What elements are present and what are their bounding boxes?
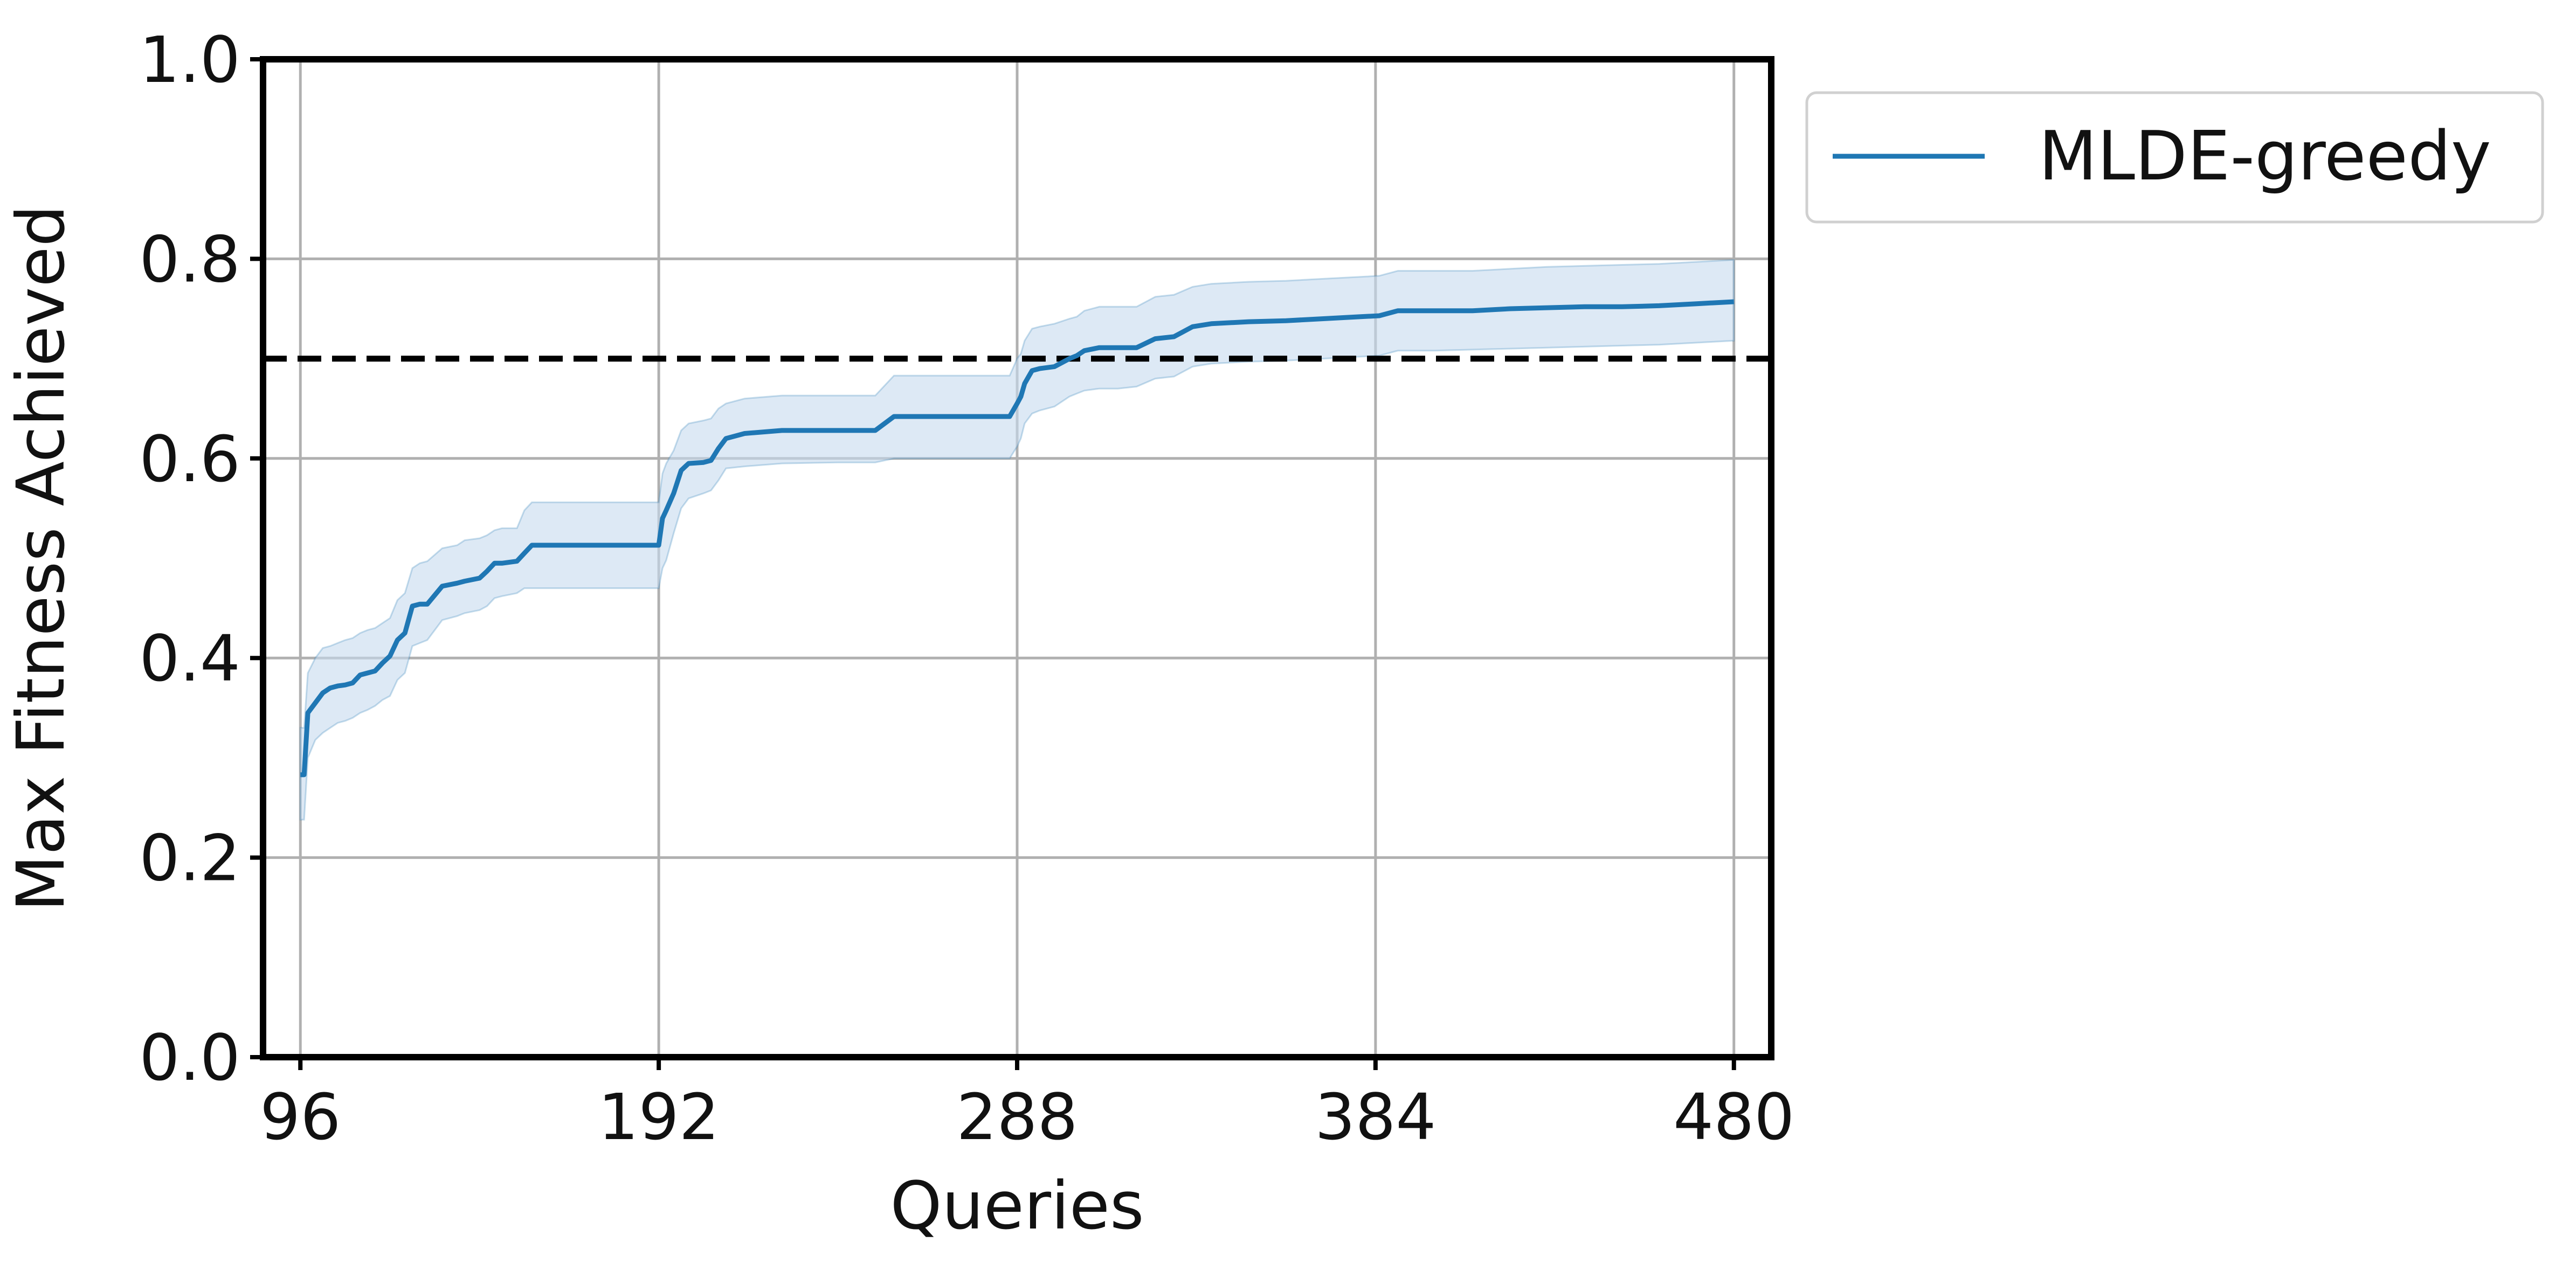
x-axis-ticks: 96 192 288 384 480 <box>260 1057 1794 1154</box>
x-axis-label: Queries <box>890 1168 1144 1244</box>
x-tick-label: 288 <box>956 1080 1078 1154</box>
x-tick-label: 96 <box>260 1080 341 1154</box>
x-tick-label: 384 <box>1315 1080 1436 1154</box>
legend-box <box>1805 91 2544 224</box>
y-axis-ticks: 0.0 0.2 0.4 0.6 0.8 1.0 <box>139 23 263 1095</box>
y-tick-label: 0.8 <box>139 222 240 296</box>
x-tick-label: 192 <box>598 1080 720 1154</box>
legend: MLDE-greedy <box>1805 91 2544 224</box>
y-tick-label: 0.4 <box>139 621 240 696</box>
x-tick-label: 480 <box>1673 1080 1794 1154</box>
y-tick-label: 0.2 <box>139 821 240 896</box>
y-tick-label: 0.6 <box>139 422 240 496</box>
y-tick-label: 1.0 <box>139 23 240 97</box>
confidence-band-layer <box>299 259 1735 821</box>
series-line-mlde-greedy <box>300 299 1734 778</box>
series-line-layer <box>300 299 1734 778</box>
y-axis-label: Max Fitness Achieved <box>3 205 79 912</box>
confidence-band <box>299 259 1735 821</box>
legend-label-mlde-greedy: MLDE-greedy <box>2039 116 2491 196</box>
y-tick-label: 0.0 <box>139 1021 240 1095</box>
